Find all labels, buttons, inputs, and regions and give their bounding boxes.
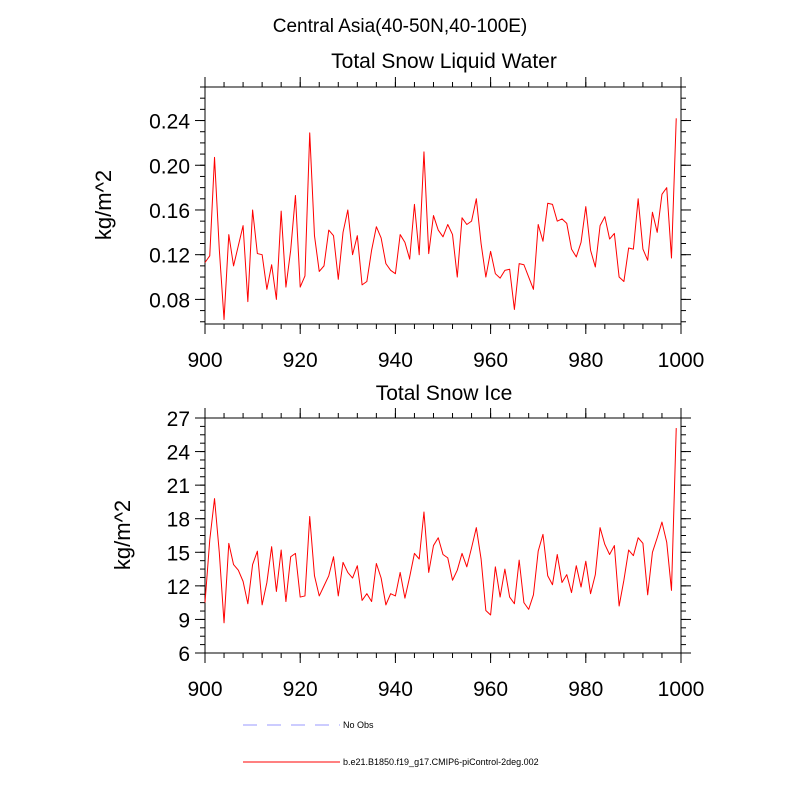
- y-tick-label: 15: [167, 542, 190, 565]
- y-tick-label: 0.08: [149, 289, 190, 312]
- y-tick-label: 0.16: [149, 200, 190, 223]
- x-tick-label: 960: [473, 678, 508, 701]
- y-tick-label: 18: [167, 509, 190, 532]
- x-tick-label: 980: [568, 349, 603, 372]
- x-tick-label: 920: [283, 349, 318, 372]
- y-tick-label: 21: [167, 475, 190, 498]
- y-axis-label: kg/m^2: [91, 170, 116, 240]
- x-tick-label: 900: [187, 349, 222, 372]
- series-line: [204, 118, 677, 321]
- series-line: [204, 428, 677, 624]
- x-tick-label: 1000: [658, 349, 705, 372]
- figure-title: Central Asia(40-50N,40-100E): [273, 16, 528, 37]
- y-tick-label: 0.12: [149, 245, 190, 268]
- y-tick-label: 0.24: [149, 111, 190, 134]
- legend-label: b.e21.B1850.f19_g17.CMIP6-piControl-2deg…: [343, 757, 539, 767]
- panel-snow-liquid-water: Total Snow Liquid Water kg/m^2 900 920 940…: [91, 50, 704, 372]
- plot-frame: [204, 86, 682, 325]
- y-tick-label: 12: [167, 576, 190, 599]
- y-tick-label: 9: [178, 609, 190, 632]
- plot-frame: [204, 417, 682, 654]
- y-tick-label: 27: [167, 408, 190, 431]
- x-tick-label: 1000: [658, 678, 705, 701]
- legend: No Obs b.e21.B1850.f19_g17.CMIP6-piContro…: [243, 720, 539, 767]
- x-tick-label: 900: [187, 678, 222, 701]
- panel-title: Total Snow Liquid Water: [331, 50, 557, 73]
- y-tick-label: 6: [178, 643, 190, 666]
- y-tick-label: 24: [167, 442, 191, 465]
- panel-snow-ice: Total Snow Ice kg/m^2 900 920 940 960 980 100…: [110, 382, 704, 701]
- x-tick-label: 940: [378, 349, 413, 372]
- x-tick-label: 980: [568, 678, 603, 701]
- legend-label: No Obs: [343, 720, 374, 730]
- panel-title: Total Snow Ice: [376, 382, 513, 405]
- y-tick-label: 0.20: [149, 155, 190, 178]
- x-tick-label: 960: [473, 349, 508, 372]
- x-tick-label: 940: [378, 678, 413, 701]
- x-tick-label: 920: [283, 678, 318, 701]
- y-axis-label: kg/m^2: [110, 500, 135, 570]
